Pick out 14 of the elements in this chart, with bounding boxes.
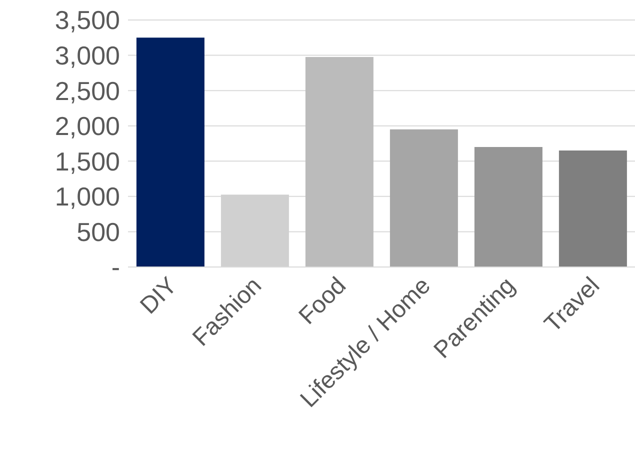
y-tick-label: 500 [76, 216, 120, 247]
y-tick-label: - [111, 252, 120, 282]
y-tick-label: 2,500 [54, 76, 120, 106]
y-tick-label: 3,000 [54, 40, 120, 71]
bar [474, 147, 542, 267]
bar [390, 129, 458, 267]
x-tick-label: DIY [135, 272, 182, 320]
y-tick-label: 3,500 [54, 5, 120, 36]
bar [305, 57, 374, 267]
y-tick-label: 2,000 [54, 111, 120, 142]
y-tick-label: 1,000 [54, 182, 120, 212]
bar [558, 150, 627, 267]
y-tick-label: 1,500 [54, 146, 120, 176]
bar [136, 38, 204, 267]
